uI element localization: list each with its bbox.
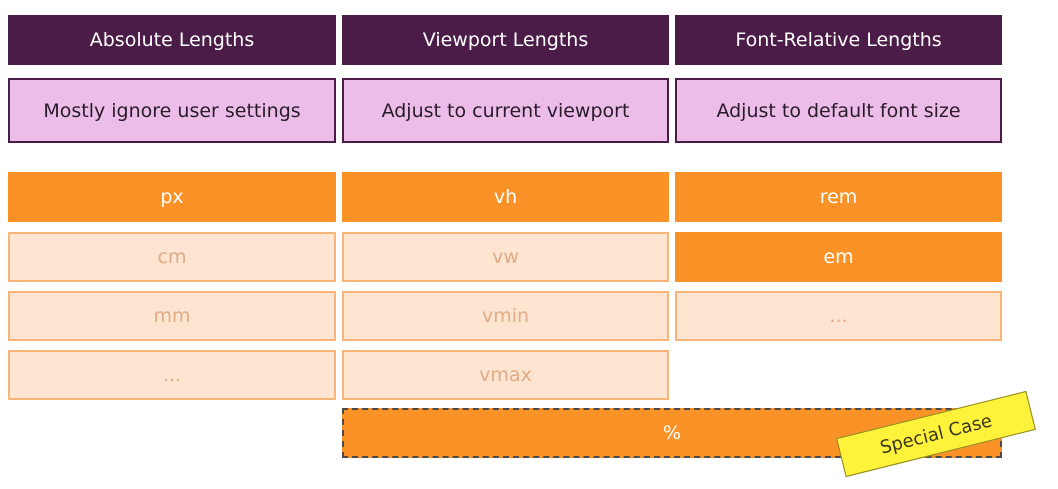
unit-em: em — [675, 232, 1002, 282]
unit-vmax: vmax — [342, 350, 669, 400]
viewport-lengths-description: Adjust to current viewport — [342, 78, 669, 143]
unit-vw: vw — [342, 232, 669, 282]
special-case-tag: Special Case — [836, 390, 1036, 478]
unit-rem: rem — [675, 172, 1002, 222]
font-relative-lengths-description: Adjust to default font size — [675, 78, 1002, 143]
unit-cm: cm — [8, 232, 336, 282]
absolute-lengths-header: Absolute Lengths — [8, 15, 336, 65]
unit-vh: vh — [342, 172, 669, 222]
unit-px: px — [8, 172, 336, 222]
viewport-lengths-header: Viewport Lengths — [342, 15, 669, 65]
unit-vmin: vmin — [342, 291, 669, 341]
unit-mm: mm — [8, 291, 336, 341]
absolute-lengths-description: Mostly ignore user settings — [8, 78, 336, 143]
unit-font-relative-more: ... — [675, 291, 1002, 341]
unit-absolute-more: ... — [8, 350, 336, 400]
font-relative-lengths-header: Font-Relative Lengths — [675, 15, 1002, 65]
